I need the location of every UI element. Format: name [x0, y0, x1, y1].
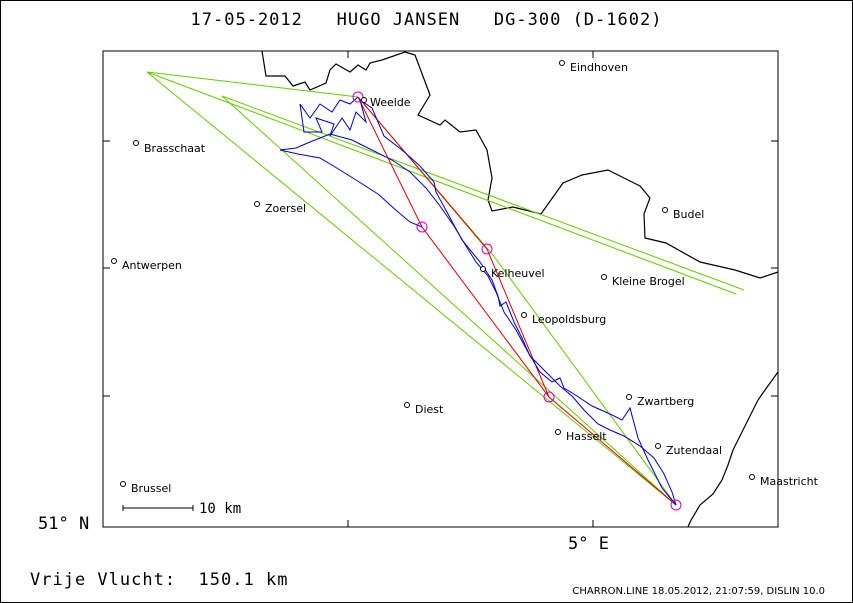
city-dot [662, 207, 668, 213]
city-dot [555, 429, 561, 435]
city-dot [111, 258, 117, 264]
task-red-lines [357, 96, 677, 506]
distance-value: 150.1 km [198, 570, 289, 590]
city-label-eindhoven: Eindhoven [570, 61, 628, 74]
city-label-zwartberg: Zwartberg [637, 395, 694, 408]
scale-bar-label: 10 km [199, 501, 241, 517]
task-green-lines [146, 71, 745, 506]
latitude-label: 51° N [38, 514, 90, 534]
turnpoint-1 [416, 221, 428, 233]
city-label-weelde: Weelde [370, 96, 411, 109]
city-label-antwerpen: Antwerpen [122, 259, 182, 272]
city-dot [521, 312, 527, 318]
city-dot [361, 97, 367, 103]
turnpoint-3 [543, 391, 555, 403]
city-dot [601, 274, 607, 280]
glider-name: DG-300 (D-1602) [493, 10, 663, 30]
city-dot [559, 60, 565, 66]
scale-bar [122, 505, 194, 511]
flight-date: 17-05-2012 [190, 10, 303, 30]
city-label-hasselt: Hasselt [566, 430, 607, 443]
city-label-kleine-brogel: Kleine Brogel [612, 275, 685, 288]
turnpoints [352, 91, 682, 511]
turnpoint-2 [481, 243, 493, 255]
city-dot [480, 266, 486, 272]
city-dot [404, 402, 410, 408]
map-frame [102, 50, 779, 528]
turnpoint-start [352, 91, 364, 103]
turnpoint-finish [670, 499, 682, 511]
distance-summary: Vrije Vlucht: 150.1 km [30, 570, 288, 590]
axis-ticks [103, 51, 778, 528]
pilot-name: HUGO JANSEN [336, 10, 461, 30]
national-border [261, 50, 779, 528]
city-dot [254, 201, 260, 207]
city-label-brussel: Brussel [131, 482, 171, 495]
city-label-leopoldsburg: Leopoldsburg [532, 313, 606, 326]
city-dot [120, 481, 126, 487]
city-label-brasschaat: Brasschaat [144, 142, 206, 155]
city-label-kelheuvel: Kelheuvel [491, 267, 545, 280]
city-label-diest: Diest [415, 403, 444, 416]
city-dot [133, 140, 139, 146]
longitude-label: 5° E [568, 534, 609, 554]
city-markers [111, 60, 755, 487]
city-dot [626, 394, 632, 400]
city-label-maastricht: Maastricht [760, 475, 819, 488]
city-label-zutendaal: Zutendaal [666, 444, 722, 457]
city-labels: Eindhoven Weelde Brasschaat Zoersel Bude… [122, 61, 819, 495]
city-label-zoersel: Zoersel [265, 202, 306, 215]
footer-info: CHARRON.LINE 18.05.2012, 21:07:59, DISLI… [572, 586, 825, 597]
city-dot [749, 474, 755, 480]
city-dot [655, 443, 661, 449]
flight-track [279, 96, 677, 506]
city-label-budel: Budel [673, 208, 704, 221]
distance-label: Vrije Vlucht: [30, 570, 177, 590]
chart-title: 17-05-2012 HUGO JANSEN DG-300 (D-1602) [0, 10, 853, 30]
